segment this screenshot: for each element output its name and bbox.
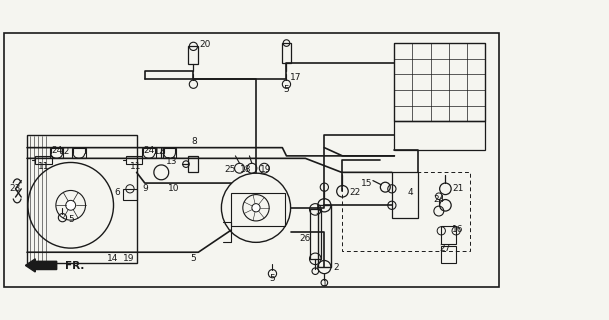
- Text: 5: 5: [69, 215, 74, 224]
- Text: 17: 17: [290, 73, 301, 82]
- Bar: [442, 246, 456, 263]
- Text: 5: 5: [270, 274, 275, 283]
- Text: 14: 14: [107, 254, 118, 263]
- Text: 27: 27: [440, 244, 451, 253]
- Text: 10: 10: [168, 184, 180, 193]
- Text: 5: 5: [315, 206, 320, 216]
- FancyArrow shape: [26, 259, 57, 272]
- Text: 26: 26: [300, 234, 311, 243]
- Bar: [283, 43, 290, 63]
- Bar: [163, 148, 176, 158]
- Text: 20: 20: [199, 40, 211, 49]
- Text: 11: 11: [130, 162, 141, 171]
- Text: 16: 16: [452, 225, 463, 234]
- Text: 4: 4: [408, 188, 414, 197]
- Text: 11: 11: [38, 162, 49, 171]
- Bar: [35, 156, 52, 164]
- Text: 2: 2: [333, 263, 339, 272]
- Text: 8: 8: [191, 137, 197, 146]
- Text: 19: 19: [122, 254, 134, 263]
- Text: 12: 12: [154, 147, 165, 156]
- Bar: [188, 156, 199, 172]
- Text: 5: 5: [284, 85, 289, 94]
- Text: FR.: FR.: [65, 261, 84, 271]
- Text: 12: 12: [59, 147, 71, 156]
- Text: 18: 18: [241, 165, 252, 174]
- Text: 22: 22: [349, 188, 361, 197]
- Bar: [72, 148, 85, 158]
- Bar: [122, 189, 138, 200]
- Text: 23: 23: [10, 184, 21, 193]
- Bar: [395, 121, 485, 150]
- Text: 24: 24: [433, 195, 445, 204]
- Bar: [392, 172, 418, 218]
- Text: 21: 21: [452, 184, 463, 193]
- Text: 25: 25: [224, 165, 235, 174]
- Text: 13: 13: [166, 157, 178, 166]
- Bar: [318, 205, 331, 267]
- Bar: [126, 156, 143, 164]
- Text: 5: 5: [191, 254, 196, 263]
- Bar: [50, 148, 63, 158]
- Bar: [143, 148, 155, 158]
- Text: 24: 24: [143, 146, 155, 155]
- Bar: [395, 43, 485, 121]
- Text: 9: 9: [142, 184, 148, 193]
- Bar: [231, 193, 285, 226]
- Bar: [442, 226, 456, 244]
- Bar: [188, 46, 199, 64]
- Text: 1: 1: [322, 279, 327, 288]
- Text: 6: 6: [114, 188, 121, 197]
- Circle shape: [252, 204, 260, 212]
- Text: 24: 24: [51, 146, 62, 155]
- Circle shape: [66, 200, 76, 210]
- Bar: [27, 135, 136, 263]
- Bar: [309, 209, 321, 259]
- Text: 19: 19: [260, 165, 272, 174]
- Text: 15: 15: [361, 179, 373, 188]
